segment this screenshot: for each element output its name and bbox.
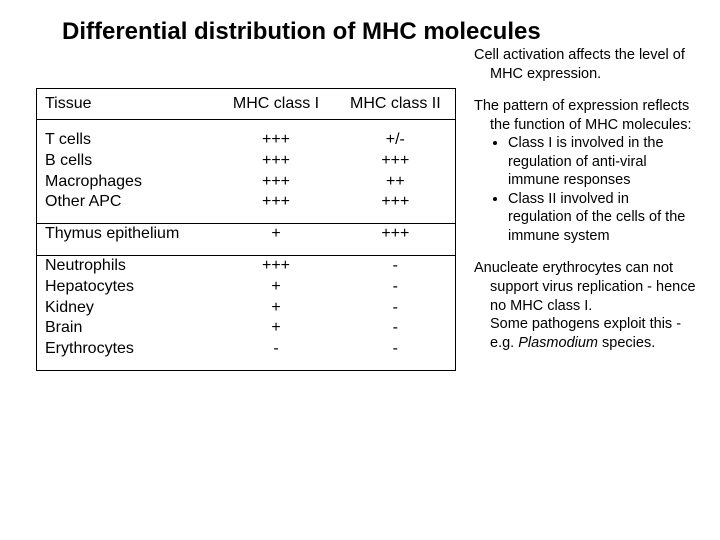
cell-c1: + (216, 298, 335, 319)
cell-tissue: Other APC (37, 192, 216, 223)
cell-c1: +++ (216, 120, 335, 151)
table-row: Erythrocytes-- (37, 339, 455, 370)
group-2: Thymus epithelium++++ (37, 224, 455, 256)
cell-c1: +++ (216, 151, 335, 172)
cell-c2: +++ (336, 224, 455, 256)
cell-c1: + (216, 277, 335, 298)
content-row: Tissue MHC class I MHC class II T cells+… (36, 88, 696, 371)
note-eryth-line1: Anucleate erythrocytes can not support v… (474, 260, 696, 313)
cell-c2: ++ (336, 172, 455, 193)
table-row: Neutrophils+++- (37, 255, 455, 276)
cell-c1: +++ (216, 172, 335, 193)
cell-tissue: T cells (37, 120, 216, 151)
cell-tissue: Neutrophils (37, 255, 216, 276)
table-row: T cells++++/- (37, 120, 455, 151)
cell-tissue: B cells (37, 151, 216, 172)
slide-title: Differential distribution of MHC molecul… (62, 18, 696, 46)
group-3: Neutrophils+++- Hepatocytes+- Kidney+- B… (37, 255, 455, 369)
cell-tissue: Kidney (37, 298, 216, 319)
cell-c1: + (216, 318, 335, 339)
note-activation: Cell activation affects the level of MHC… (474, 46, 696, 83)
note-pathogen-post: species. (598, 335, 655, 351)
cell-c2: +++ (336, 151, 455, 172)
table-row: Macrophages+++++ (37, 172, 455, 193)
col-header-class1: MHC class I (216, 89, 335, 120)
cell-c1: +++ (216, 255, 335, 276)
cell-c2: - (336, 339, 455, 370)
cell-c2: - (336, 277, 455, 298)
cell-c2: - (336, 318, 455, 339)
table-row: Brain+- (37, 318, 455, 339)
note-erythrocytes: Anucleate erythrocytes can not support v… (474, 259, 696, 352)
side-notes: Cell activation affects the level of MHC… (474, 46, 696, 366)
cell-c2: - (336, 255, 455, 276)
cell-tissue: Thymus epithelium (37, 224, 216, 256)
table-row: Thymus epithelium++++ (37, 224, 455, 256)
cell-c1: - (216, 339, 335, 370)
group-1: T cells++++/- B cells++++++ Macrophages+… (37, 120, 455, 224)
cell-c1: + (216, 224, 335, 256)
col-header-tissue: Tissue (37, 89, 216, 120)
cell-c2: +/- (336, 120, 455, 151)
table-row: Other APC++++++ (37, 192, 455, 223)
table-row: Hepatocytes+- (37, 277, 455, 298)
cell-tissue: Brain (37, 318, 216, 339)
bullet-class2: Class II involved in regulation of the c… (508, 190, 696, 246)
cell-c1: +++ (216, 192, 335, 223)
cell-tissue: Erythrocytes (37, 339, 216, 370)
cell-tissue: Hepatocytes (37, 277, 216, 298)
note-pattern-lead: The pattern of expression reflects the f… (474, 98, 691, 133)
cell-c2: - (336, 298, 455, 319)
cell-c2: +++ (336, 192, 455, 223)
bullet-class1: Class I is involved in the regulation of… (508, 134, 696, 190)
cell-tissue: Macrophages (37, 172, 216, 193)
note-pathogen-ital: Plasmodium (518, 335, 598, 351)
col-header-class2: MHC class II (336, 89, 455, 120)
table-row: Kidney+- (37, 298, 455, 319)
mhc-table: Tissue MHC class I MHC class II T cells+… (36, 88, 456, 371)
table-row: B cells++++++ (37, 151, 455, 172)
note-pattern: The pattern of expression reflects the f… (474, 97, 696, 245)
